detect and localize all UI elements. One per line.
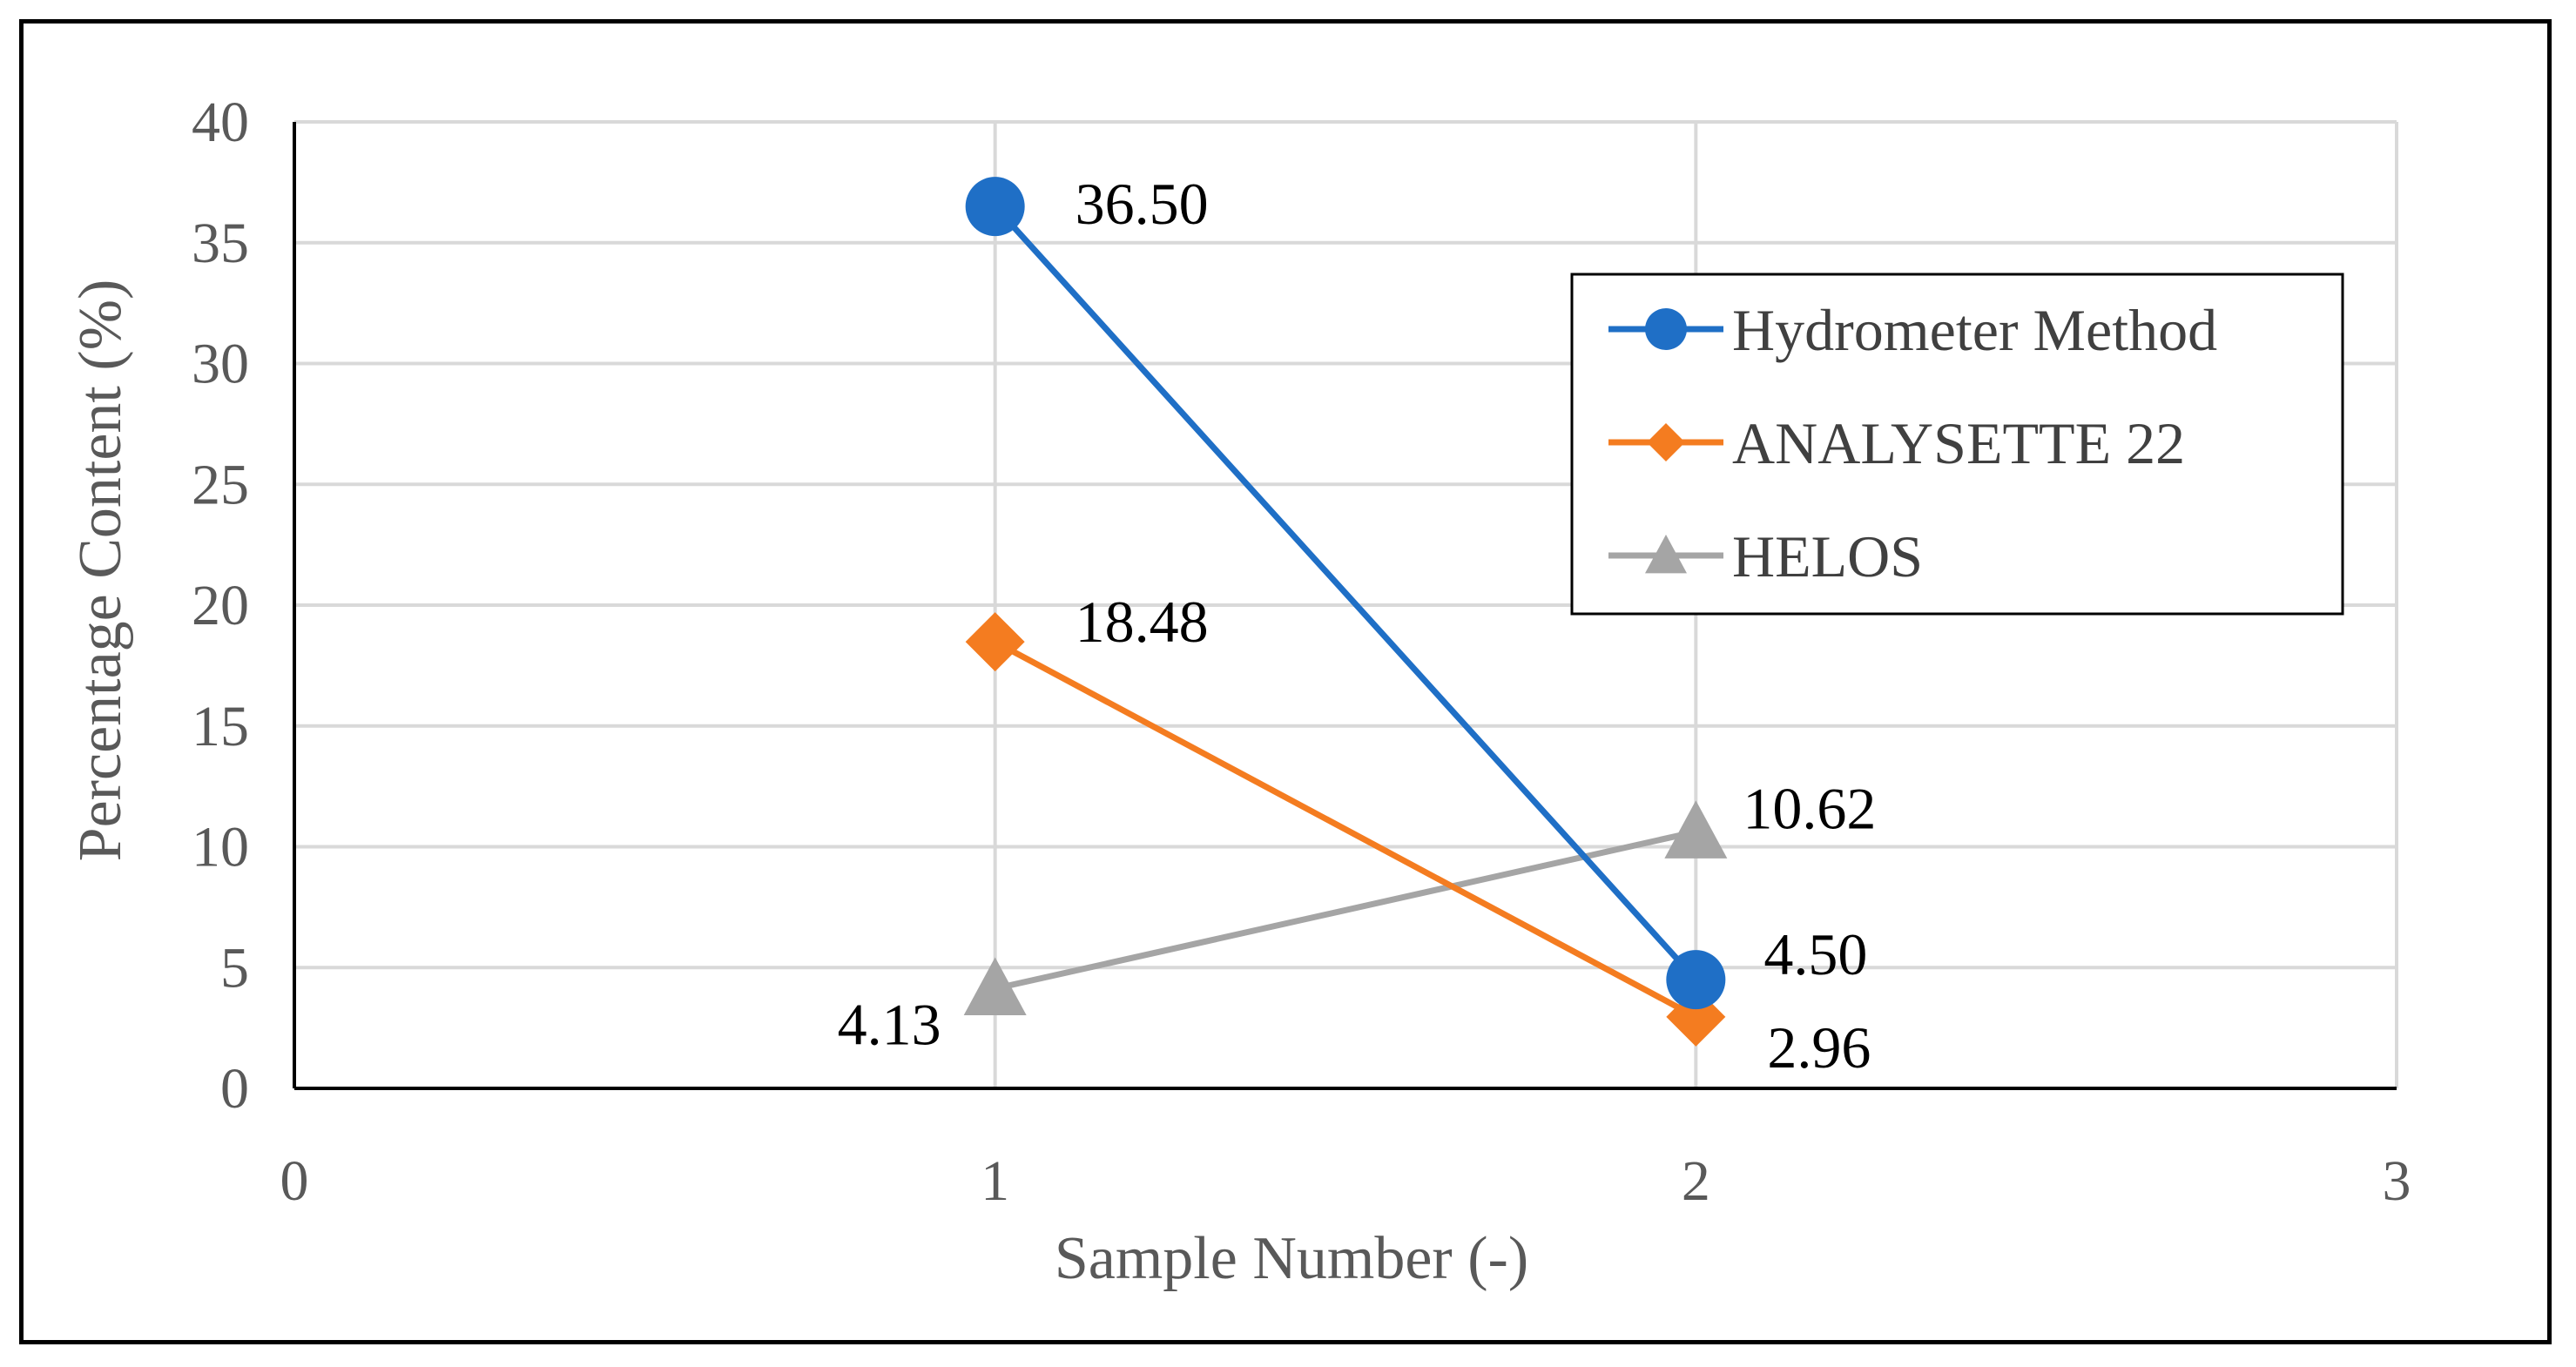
- analysette-22-data-label: 2.96: [1767, 1014, 1871, 1081]
- legend-label-helos: HELOS: [1732, 523, 1923, 589]
- helos-line: [994, 828, 1697, 992]
- analysette-22-line: [994, 639, 1697, 1020]
- legend-label-analysette-22: ANALYSETTE 22: [1732, 410, 2185, 476]
- helos-point: [963, 957, 1027, 1015]
- legend-label-hydrometer-method: Hydrometer Method: [1732, 297, 2217, 363]
- tick-labels: 0 5 10 15 20 25 30 35 40 0 1 2 3: [192, 91, 2411, 1213]
- y-tick-label: 30: [192, 333, 249, 396]
- y-tick-label: 20: [192, 574, 249, 637]
- x-tick-label: 1: [981, 1149, 1009, 1213]
- analysette-22-point: [965, 612, 1025, 672]
- chart-frame: [19, 19, 2552, 1344]
- y-tick-label: 0: [220, 1057, 249, 1121]
- helos-data-label: 10.62: [1743, 775, 1876, 841]
- helos-point: [1664, 800, 1728, 859]
- series: [963, 177, 1728, 1047]
- y-tick-label: 15: [192, 695, 249, 758]
- x-tick-label: 2: [1682, 1149, 1710, 1213]
- hydrometer-method-data-label: 4.50: [1763, 921, 1867, 987]
- legend: Hydrometer Method ANALYSETTE 22 HELOS: [1570, 273, 2344, 616]
- analysette-22-data-label: 18.48: [1076, 589, 1209, 655]
- y-axis-title: Percentage Content (%): [67, 279, 134, 862]
- y-tick-label: 40: [192, 91, 249, 154]
- legend-marker-helos: [1645, 535, 1687, 574]
- x-tick-label: 0: [280, 1149, 309, 1213]
- hydrometer-method-line: [993, 204, 1698, 982]
- helos-data-label: 4.13: [838, 991, 941, 1057]
- hydrometer-method-data-label: 36.50: [1076, 171, 1209, 237]
- data-labels: 4.13 10.62 18.48 2.96 36.50 4.50: [838, 171, 1877, 1081]
- y-tick-label: 35: [192, 212, 249, 275]
- legend-marker-analysette-22: [1647, 423, 1685, 461]
- hydrometer-method-point: [1666, 950, 1726, 1010]
- hydrometer-method-point: [965, 177, 1025, 237]
- axes: [293, 122, 2397, 1090]
- legend-marker-hydrometer-method: [1645, 308, 1687, 350]
- y-tick-label: 10: [192, 816, 249, 879]
- x-tick-label: 3: [2383, 1149, 2411, 1213]
- y-tick-label: 5: [220, 936, 249, 1000]
- x-axis-title: Sample Number (-): [1055, 1225, 1528, 1292]
- y-tick-label: 25: [192, 453, 249, 516]
